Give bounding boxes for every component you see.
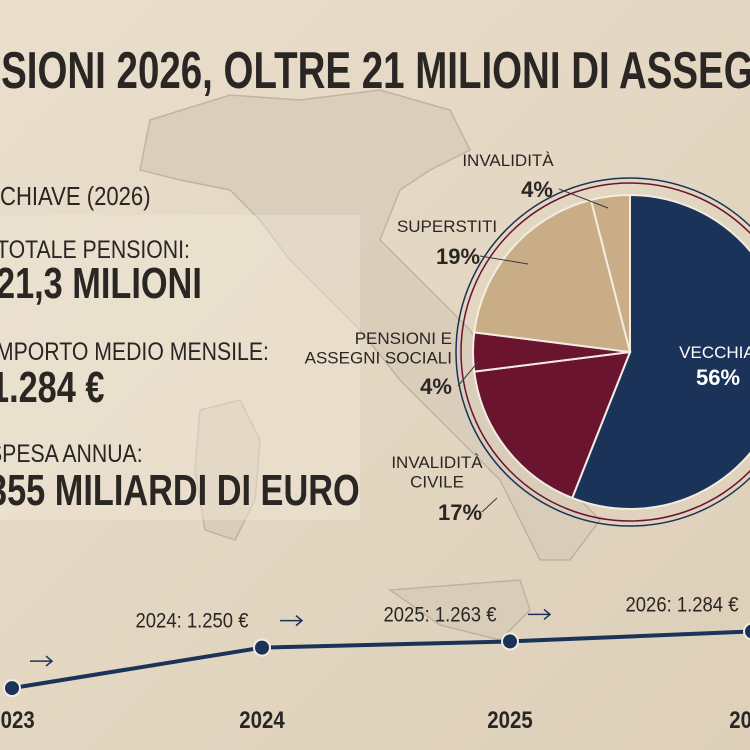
stat-label: IMPORTO MEDIO MENSILE: — [0, 337, 269, 365]
arrow — [528, 608, 552, 621]
pie-label: INVALIDITÀ — [462, 151, 554, 170]
pie-value-label: 56% — [696, 365, 740, 390]
stats: TOTALE PENSIONI:21,3 MILIONI IMPORTO MEDI… — [0, 235, 360, 515]
x-tick-label: 2026 — [729, 706, 750, 733]
point — [743, 622, 750, 641]
pie-slice — [473, 198, 632, 354]
x-tick-label: 2024 — [239, 706, 285, 733]
value-label: 2024: 1.250 € — [136, 610, 249, 633]
map-sicily — [387, 579, 531, 641]
title: PENSIONI 2026, OLTRE 21 MILIONI DI ASSEG… — [0, 41, 750, 99]
arrow — [30, 655, 54, 667]
stat-label: TOTALE PENSIONI: — [0, 235, 190, 263]
x-tick-label: 2023 — [0, 706, 35, 733]
pie-value-label: 4% — [420, 374, 452, 399]
stat-value: 1.284 € — [0, 363, 105, 412]
pie-value-label: 19% — [436, 244, 480, 269]
pie-ring — [455, 177, 750, 527]
leader-line — [479, 255, 529, 265]
map-sardinia — [194, 399, 261, 541]
pie-label: SUPERSTITI — [397, 217, 497, 236]
pie-label: INVALIDITÀ CIVILE — [391, 453, 483, 492]
x-tick-label: 2025 — [487, 706, 532, 733]
pie-slice — [570, 193, 750, 510]
value-label: 2026: 1.284 € — [626, 593, 739, 616]
arrow — [280, 615, 304, 627]
pie-slice — [589, 193, 631, 353]
stat-value: 355 MILIARDI DI EURO — [0, 466, 360, 515]
stat-label: SPESA ANNUA: — [0, 439, 143, 467]
pie-label: VECCHIAIA — [679, 343, 750, 362]
stats-panel — [0, 215, 360, 520]
map-mainland — [139, 89, 601, 561]
pie-value-label: 4% — [521, 177, 553, 202]
pie-label: PENSIONI E ASSEGNI SOCIALI — [305, 329, 452, 368]
point — [501, 632, 519, 651]
pie-value-label: 17% — [438, 500, 482, 525]
stats-heading: CHIAVE (2026) — [0, 182, 151, 211]
pie-ring — [460, 182, 750, 522]
point — [253, 638, 271, 657]
leader-line — [558, 188, 609, 209]
point — [3, 679, 21, 698]
pie-slice — [473, 350, 632, 500]
trend-line — [11, 629, 750, 691]
value-label: 2025: 1.263 € — [384, 603, 497, 626]
stat-value: 21,3 MILIONI — [0, 259, 202, 308]
leader-line — [457, 361, 479, 387]
leader-line — [481, 497, 498, 513]
